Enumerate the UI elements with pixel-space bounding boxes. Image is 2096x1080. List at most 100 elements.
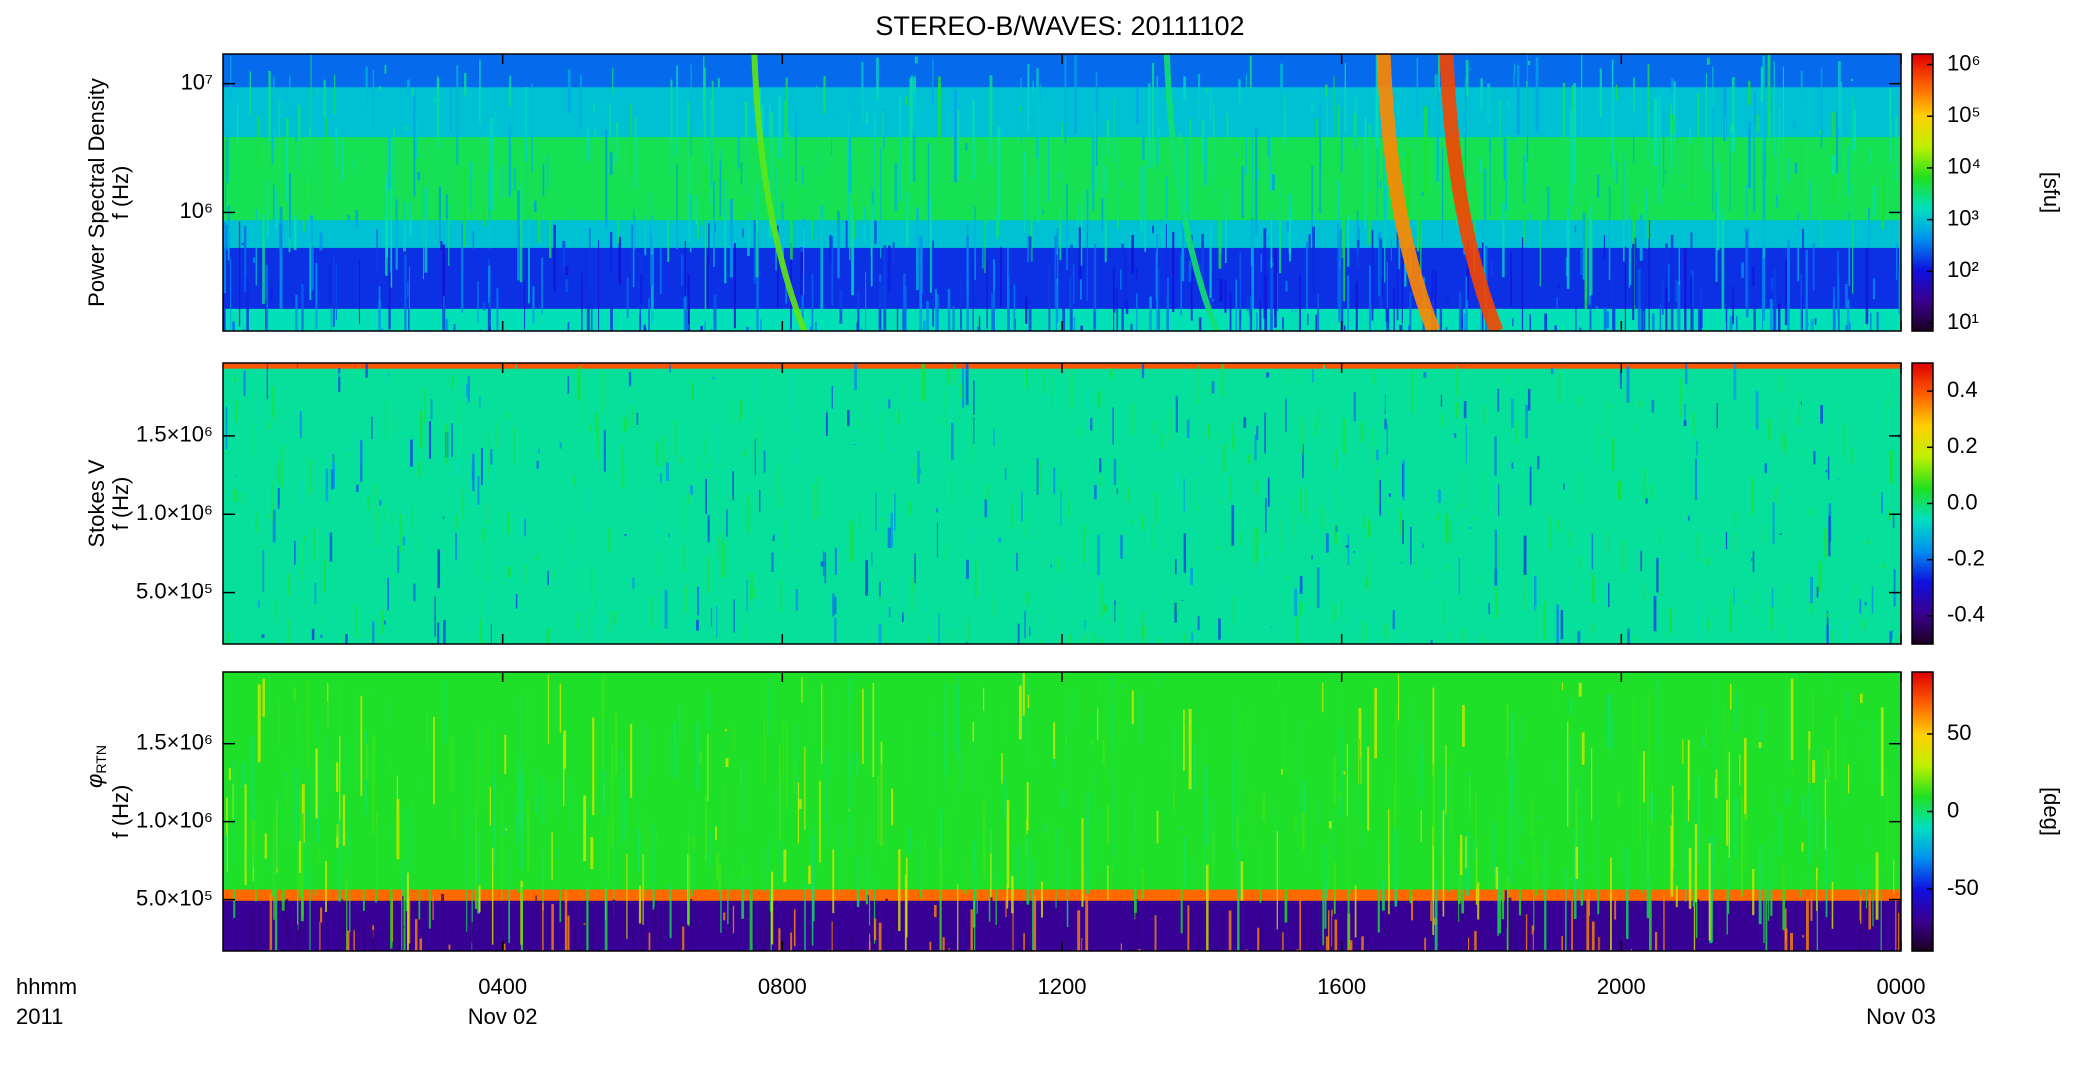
spectrogram-streak: [1061, 477, 1063, 500]
colorbar-segment: [1912, 765, 1933, 768]
spectrogram-streak: [1082, 487, 1085, 526]
spectrogram-streak: [955, 704, 957, 811]
spectrogram-streak: [1752, 266, 1755, 287]
spectrogram-streak: [914, 553, 916, 584]
spectrogram-streak: [1690, 232, 1693, 276]
spectrogram-streak: [608, 102, 611, 150]
spectrogram-streak: [1191, 528, 1193, 543]
colorbar-segment: [1912, 160, 1933, 164]
spectrogram-streak: [1763, 839, 1765, 944]
spectrogram-streak: [831, 921, 833, 951]
spectrogram-streak: [1404, 151, 1406, 157]
spectrogram-streak: [1609, 497, 1612, 534]
spectrogram-streak: [1264, 497, 1267, 533]
spectrogram-streak: [418, 862, 421, 920]
spectrogram-streak: [376, 229, 378, 275]
colorbar-segment: [1912, 874, 1933, 878]
spectrogram-streak: [1682, 183, 1685, 189]
spectrogram-streak: [872, 683, 875, 777]
spectrogram-streak: [1183, 479, 1185, 512]
spectrogram-streak: [277, 409, 280, 416]
spectrogram-streak: [1787, 585, 1790, 608]
colorbar-segment: [1912, 63, 1933, 67]
spectrogram-streak: [1734, 510, 1737, 528]
spectrogram-streak: [1339, 451, 1343, 481]
spectrogram-streak: [1415, 814, 1419, 829]
spectrogram-streak: [1141, 868, 1144, 899]
spectrogram-streak: [470, 921, 474, 943]
spectrogram-streak: [968, 379, 970, 421]
spectrogram-streak: [720, 867, 722, 933]
colorbar-segment: [1912, 716, 1933, 720]
spectrogram-streak: [1386, 304, 1390, 331]
spectrogram-streak: [1346, 744, 1348, 817]
spectrogram-streak: [1039, 84, 1042, 102]
spectrogram-streak: [251, 736, 255, 820]
spectrogram-streak: [1198, 453, 1202, 468]
spectrogram-streak: [249, 906, 252, 951]
spectrogram-streak: [1274, 248, 1277, 328]
spectrogram-streak: [821, 501, 823, 513]
spectrogram-streak: [571, 522, 575, 558]
colorbar-segment: [1912, 911, 1933, 915]
spectrogram-streak: [1768, 418, 1771, 440]
spectrogram-streak: [1474, 518, 1478, 521]
spectrogram-streak: [849, 107, 852, 194]
spectrogram-streak: [1356, 682, 1358, 686]
colorbar-segment: [1912, 435, 1933, 439]
spectrogram-streak: [1033, 758, 1035, 768]
spectrogram-streak: [1284, 833, 1288, 923]
spectrogram-streak: [591, 274, 593, 331]
spectrogram-streak: [390, 513, 394, 526]
spectrogram-streak: [1377, 938, 1379, 951]
spectrogram-streak: [1418, 746, 1421, 803]
spectrogram-streak: [1465, 276, 1468, 331]
spectrogram-streak: [1776, 194, 1779, 209]
colorbar-segment: [1912, 858, 1933, 861]
spectrogram-streak: [477, 281, 479, 323]
spectrogram-streak: [652, 391, 655, 403]
spectrogram-streak: [1477, 882, 1480, 920]
spectrogram-streak: [1519, 716, 1522, 741]
spectrogram-streak: [1506, 775, 1508, 781]
spectrogram-streak: [1592, 632, 1595, 644]
colorbar-segment: [1912, 550, 1933, 554]
colorbar-segment: [1912, 421, 1933, 425]
y-tick-label: 1.5×10⁶: [136, 422, 213, 447]
spectrogram-streak: [798, 799, 802, 809]
y-tick-label: 5.0×10⁵: [136, 578, 213, 603]
spectrogram-streak: [323, 79, 326, 118]
spectrogram-streak: [1209, 818, 1211, 866]
spectrogram-streak: [1270, 211, 1273, 268]
spectrogram-streak: [365, 743, 369, 780]
spectrogram-streak: [1824, 766, 1827, 850]
colorbar-segment: [1912, 250, 1933, 254]
spectrogram-streak: [563, 730, 567, 769]
spectrogram-streak: [1266, 372, 1270, 378]
spectrogram-streak: [266, 181, 269, 238]
spectrogram-streak: [1135, 899, 1139, 951]
spectrogram-streak: [1612, 714, 1615, 764]
spectrogram-streak: [1383, 133, 1386, 212]
spectrogram-streak: [1285, 280, 1288, 292]
spectrogram-streak: [781, 201, 784, 270]
spectrogram-streak: [1304, 637, 1307, 644]
spectrogram-streak: [257, 684, 261, 763]
spectrogram-streak: [636, 412, 639, 425]
spectrogram-streak: [1521, 237, 1524, 331]
spectrogram-streak: [753, 220, 756, 284]
spectrogram-streak: [268, 422, 272, 430]
spectrogram-streak: [1155, 492, 1158, 524]
spectrogram-streak: [1131, 690, 1134, 725]
spectrogram-streak: [838, 831, 841, 896]
spectrogram-streak: [517, 758, 521, 830]
spectrogram-streak: [583, 923, 586, 925]
spectrogram-streak: [945, 391, 947, 427]
spectrogram-streak: [1895, 727, 1899, 763]
spectrogram-streak: [1338, 270, 1341, 323]
spectrogram-streak: [759, 489, 761, 512]
spectrogram-streak: [1006, 800, 1010, 889]
spectrogram-streak: [1684, 798, 1687, 902]
colorbar-segment: [1912, 489, 1933, 493]
spectrogram-streak: [1006, 700, 1009, 746]
